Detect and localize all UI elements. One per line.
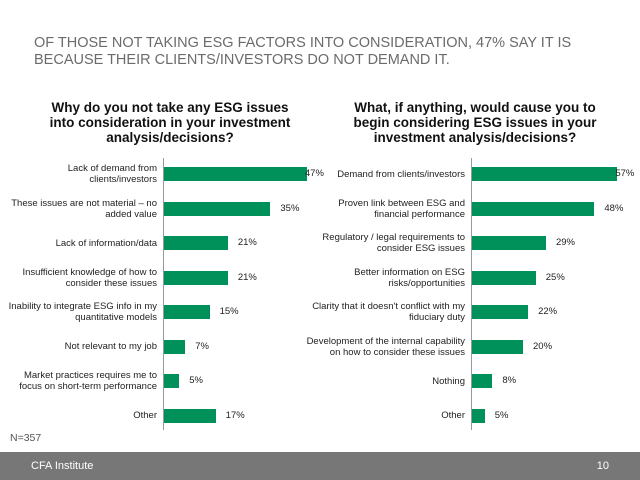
right-axis [471,158,472,430]
category-label: Clarity that it doesn't conflict with my… [312,301,465,323]
data-label: 20% [533,340,553,352]
bar [472,374,493,388]
data-label: 21% [237,237,257,248]
data-label: 35% [280,202,300,214]
bar [164,201,271,216]
data-label: 5% [494,409,509,421]
category-label: Insufficient knowledge of how to conside… [22,266,158,289]
bar [164,167,307,181]
bar [472,201,595,216]
bar [472,305,529,319]
sample-size: N=357 [10,432,42,444]
left-axis [163,158,164,430]
bar [472,236,546,250]
data-label: 48% [604,202,624,214]
category-label: Better information on ESG risks/opportun… [354,266,465,289]
bar [472,167,618,181]
data-label: 57% [615,168,635,179]
category-label: Inability to integrate ESG info in my qu… [8,301,157,323]
bar [164,374,180,388]
data-label: 47% [304,168,324,179]
category-label: Other [133,410,157,421]
bar [164,270,228,285]
data-label: 8% [502,375,517,386]
data-label: 5% [189,375,203,386]
category-label: Other [441,410,465,421]
category-label: Proven link between ESG and financial pe… [338,197,465,220]
data-label: 29% [555,237,575,248]
bar [164,408,216,423]
footer: CFA Institute 10 [0,452,640,480]
data-label: 17% [225,409,245,421]
category-label: Lack of demand from clients/investors [67,163,157,185]
category-label: Development of the internal capability o… [306,335,465,358]
category-label: Nothing [432,375,465,387]
bar [472,270,536,285]
footer-org: CFA Institute [31,460,94,472]
bar [164,305,210,319]
bar [472,339,523,354]
data-label: 7% [195,340,209,352]
data-label: 25% [545,271,565,283]
category-label: Regulatory / legal requirements to consi… [322,232,465,254]
data-label: 15% [219,306,239,317]
data-label: 21% [237,271,257,283]
page-number: 10 [596,460,609,472]
category-label: Market practices requires me to focus on… [19,370,157,392]
bar [472,408,485,423]
left-chart-title: Why do you not take any ESG issues into … [49,100,291,145]
category-label: Lack of information/data [55,237,157,249]
category-label: Demand from clients/investors [337,168,465,180]
data-label: 22% [538,306,558,317]
bar [164,339,186,354]
category-label: These issues are not material – no added… [11,197,157,220]
right-chart-title: What, if anything, would cause you to be… [353,100,597,145]
category-label: Not relevant to my job [64,341,157,352]
slide-title: Of those not taking ESG factors into con… [34,35,572,68]
bar [164,236,228,250]
